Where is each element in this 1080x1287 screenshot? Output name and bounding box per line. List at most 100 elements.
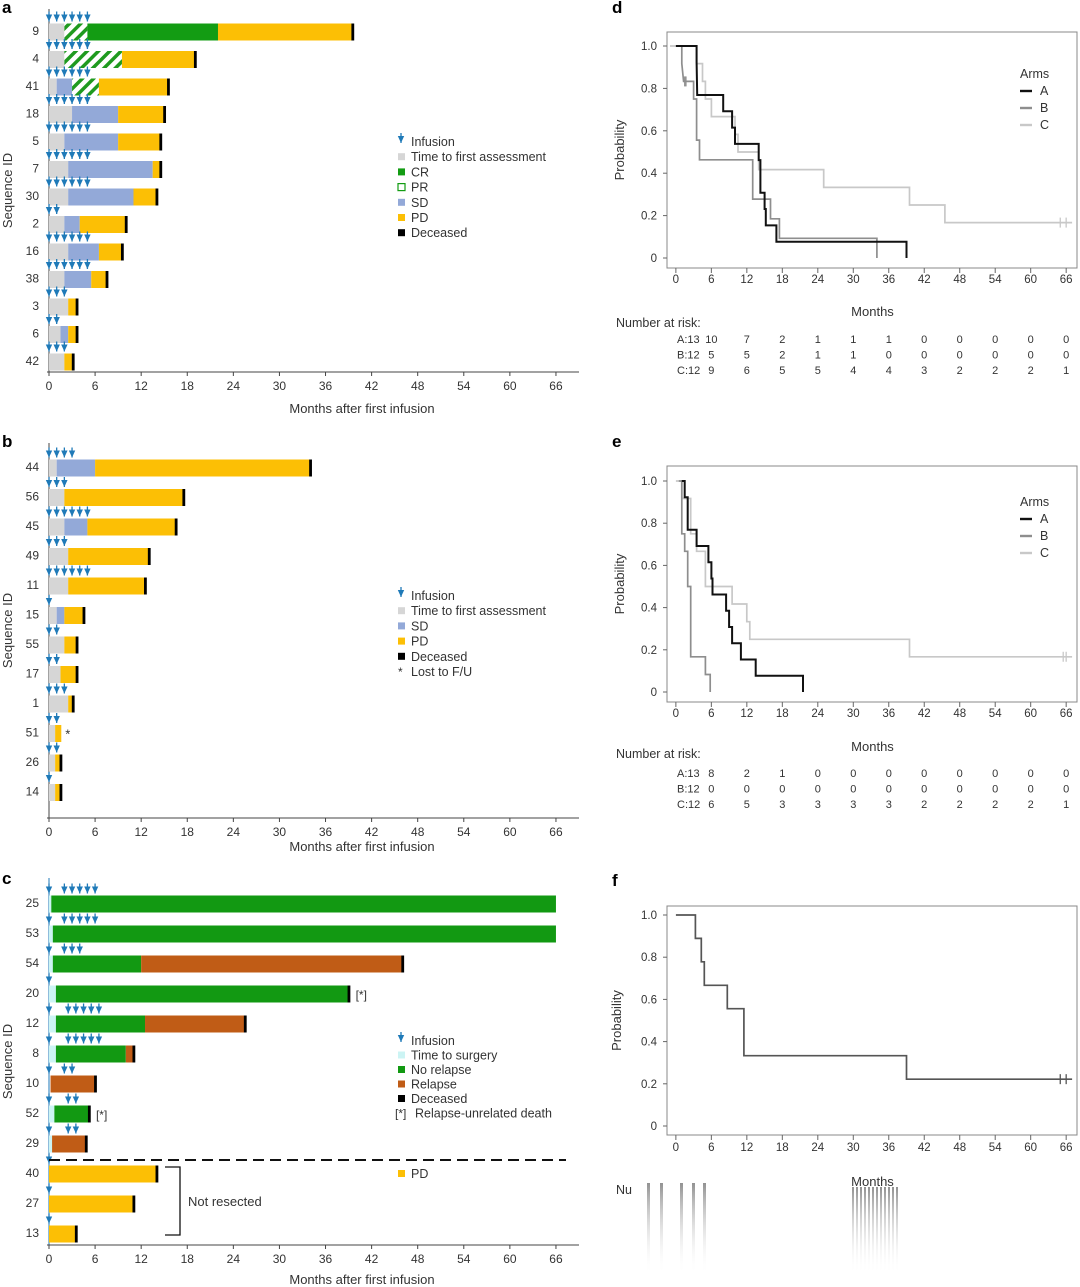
infusion-icon	[61, 1063, 68, 1074]
x-tick-label: 12	[740, 708, 753, 720]
infusion-icon	[45, 11, 53, 22]
x-tick-label: 66	[1060, 708, 1073, 720]
x-tick-label: 54	[989, 274, 1002, 286]
infusion-head	[68, 152, 76, 159]
risk-value: 0	[744, 784, 750, 796]
x-tick-label: 42	[365, 379, 379, 393]
infusion-head	[76, 69, 83, 77]
row-id-label: 29	[26, 1136, 40, 1150]
legend-label-C: C	[1040, 546, 1049, 560]
deceased-marker	[84, 1135, 88, 1153]
unrelated-death-marker: [*]	[96, 1108, 107, 1122]
image-artifact	[860, 1187, 862, 1275]
infusion-icon	[80, 1033, 87, 1044]
x-tick-label: 36	[882, 708, 895, 720]
infusion-head	[397, 590, 405, 597]
y-axis-label: Sequence ID	[0, 593, 15, 668]
row-id-label: 40	[26, 1166, 40, 1180]
infusion-head	[53, 716, 60, 723]
row-id-label: 30	[26, 189, 40, 203]
not-resected-label: Not resected	[188, 1194, 262, 1209]
image-artifact	[852, 1187, 854, 1275]
infusion-head	[84, 886, 91, 894]
risk-value: 1	[886, 334, 892, 346]
infusion-head	[53, 480, 60, 487]
infusion-head	[68, 234, 76, 242]
legend-label-A: A	[1040, 512, 1049, 526]
y-tick-label: 0.4	[641, 168, 658, 180]
swimmer-row: 5	[32, 121, 163, 151]
x-tick-label: 12	[134, 825, 148, 839]
infusion-icon	[45, 506, 53, 517]
segment-assessment	[49, 353, 65, 371]
segment-assessment	[49, 459, 57, 477]
x-tick-label: 6	[708, 1142, 714, 1154]
legend-pd-label: PD	[411, 635, 428, 649]
infusion-icon	[53, 39, 60, 49]
infusion-head	[72, 1036, 80, 1044]
image-artifact	[856, 1187, 858, 1275]
x-tick-label: 0	[46, 379, 53, 393]
legend-relapse-label: Relapse	[411, 1078, 457, 1092]
plot-frame	[666, 31, 1078, 269]
row-id-label: 55	[26, 637, 40, 651]
risk-value: 0	[992, 784, 998, 796]
infusion-head	[45, 627, 53, 635]
risk-value: 6	[744, 365, 750, 377]
infusion-icon	[61, 176, 68, 187]
segment-sd	[72, 106, 119, 123]
infusion-head	[45, 686, 53, 694]
segment-pd	[68, 298, 77, 316]
infusion-head	[76, 42, 83, 49]
infusion-icon	[84, 176, 91, 187]
risk-value: 1	[1063, 365, 1069, 377]
panel-label-c: c	[2, 869, 11, 888]
swimmer-row: 10	[26, 1063, 97, 1093]
segment-assessment	[49, 298, 69, 316]
x-tick-label: 60	[503, 379, 517, 393]
risk-row-label: A:13	[677, 334, 700, 346]
infusion-head	[68, 946, 76, 954]
infusion-icon	[65, 1123, 72, 1134]
infusion-icon	[61, 259, 68, 269]
swimmer-row: 44	[26, 447, 312, 477]
deceased-marker	[155, 188, 159, 206]
infusion-head	[53, 539, 60, 546]
segment-pd	[98, 243, 122, 261]
segment-cr	[87, 23, 218, 41]
infusion-icon	[53, 66, 60, 77]
x-tick-label: 36	[319, 1252, 333, 1266]
infusion-icon	[45, 231, 53, 242]
infusion-icon	[53, 121, 60, 132]
infusion-icon	[68, 121, 76, 132]
infusion-icon	[76, 176, 83, 187]
swimmer-row: 11	[27, 565, 147, 595]
x-tick-label: 36	[882, 274, 895, 286]
segment-pd	[55, 784, 61, 801]
legend-assessment-swatch	[398, 607, 405, 615]
x-tick-label: 36	[319, 379, 333, 393]
segment-sd	[64, 518, 88, 536]
x-tick-label: 48	[411, 379, 425, 393]
legend-infusion-icon	[397, 1032, 405, 1042]
segment-sd	[56, 607, 65, 624]
infusion-icon	[61, 536, 68, 546]
infusion-head	[45, 1186, 53, 1194]
infusion-head	[68, 886, 76, 894]
risk-value: 0	[1028, 334, 1034, 346]
infusion-head	[61, 946, 68, 954]
x-tick-label: 42	[365, 1252, 379, 1266]
infusion-head	[45, 1126, 53, 1134]
segment-assessment	[49, 636, 65, 654]
segment-no_relapse	[52, 925, 556, 943]
row-id-label: 13	[26, 1226, 40, 1240]
y-tick-label: 0.4	[641, 603, 658, 615]
swimmer-row: 20 [*]	[26, 973, 367, 1003]
swimmer-row: 2	[32, 204, 128, 233]
swimmer-row: 9	[32, 11, 355, 41]
risk-value: 0	[1028, 784, 1034, 796]
infusion-head	[61, 262, 68, 269]
deceased-marker	[401, 955, 405, 973]
segment-sd	[64, 271, 92, 288]
infusion-head	[53, 14, 60, 22]
